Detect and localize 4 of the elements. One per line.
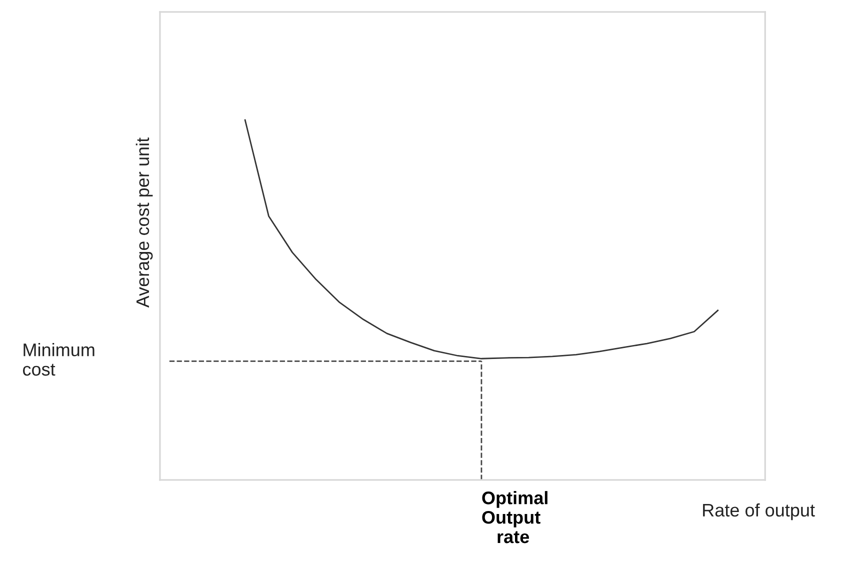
text: Optimal Output rate — [482, 491, 548, 544]
y-axis-title: Average cost per unit — [136, 138, 153, 308]
x-axis-title: Rate of output — [703, 503, 815, 520]
ref-line-label: Minimum cost — [22, 343, 94, 376]
